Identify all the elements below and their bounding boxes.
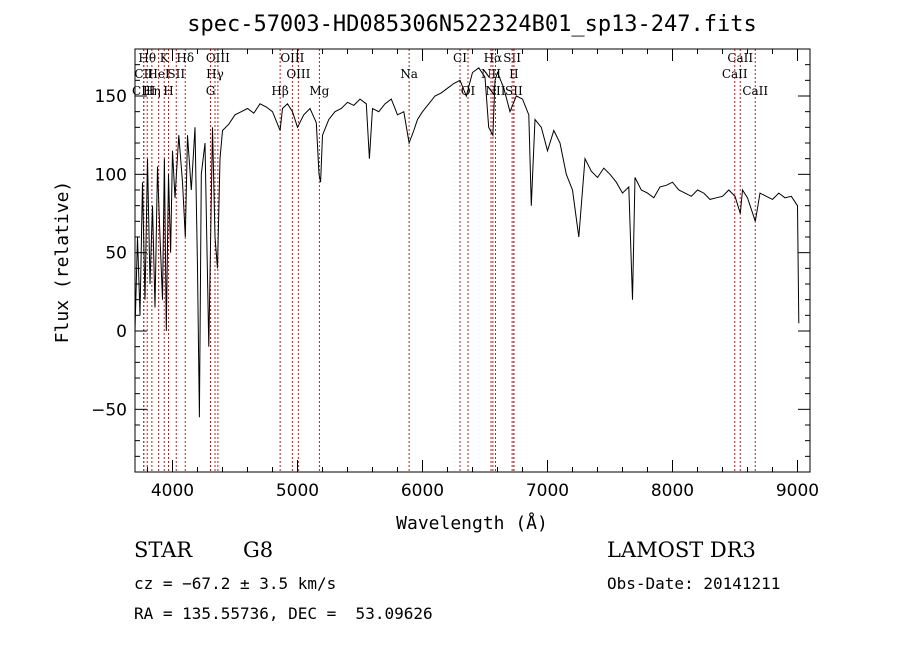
- y-tick-label: 50: [105, 244, 127, 264]
- line-marker-label: OIII: [286, 67, 310, 81]
- line-marker-label: SII: [503, 51, 521, 65]
- line-marker-label: CI: [453, 51, 467, 65]
- line-marker-label: K: [160, 51, 170, 65]
- redshift-cz: cz = −67.2 ± 3.5 km/s: [134, 574, 337, 593]
- line-marker-label: Hδ: [176, 51, 194, 65]
- object-subclass: G8: [243, 538, 274, 562]
- survey-name: LAMOST DR3: [607, 538, 756, 562]
- x-tick-label: 6000: [401, 481, 444, 501]
- object-class: STAR: [134, 538, 193, 562]
- line-marker-label: HeI: [147, 67, 170, 81]
- line-marker-label: Hβ: [271, 84, 288, 98]
- y-axis-label: Flux (relative): [52, 181, 73, 344]
- line-marker-label: CaII: [722, 67, 748, 81]
- plot-frame: [134, 48, 811, 473]
- line-marker-label: CaII: [742, 84, 768, 98]
- line-marker-label: Mg: [309, 84, 329, 98]
- x-axis-label: Wavelength (Å): [396, 512, 548, 534]
- line-marker-label: H: [163, 84, 173, 98]
- line-marker-label: Hη: [143, 84, 161, 98]
- y-tick-label: 150: [95, 87, 127, 107]
- x-tick-label: 8000: [651, 481, 694, 501]
- x-tick-label: 4000: [151, 481, 194, 501]
- y-tick-label: 100: [95, 165, 127, 185]
- line-marker-label: G: [206, 84, 216, 98]
- x-tick-label: 9000: [776, 481, 819, 501]
- x-tick-label: 7000: [526, 481, 569, 501]
- spectrum-line: [134, 67, 800, 418]
- x-tick-label: 5000: [276, 481, 319, 501]
- line-marker-label: SII: [167, 67, 185, 81]
- line-marker-label: Hγ: [206, 67, 224, 81]
- line-marker-label: Hα: [484, 51, 503, 65]
- observation-date: Obs-Date: 20141211: [607, 574, 781, 593]
- y-tick-label: −50: [91, 400, 127, 420]
- line-marker-label: OIII: [280, 51, 304, 65]
- line-marker-label: OIII: [206, 51, 230, 65]
- line-marker-label: CaII: [727, 51, 753, 65]
- line-marker-label: Na: [400, 67, 418, 81]
- chart-title: spec-57003-HD085306N522324B01_sp13-247.f…: [187, 12, 757, 37]
- line-marker-label: NII: [486, 84, 506, 98]
- ra-dec-coordinates: RA = 135.55736, DEC = 53.09626: [134, 604, 433, 623]
- line-marker-label: SII: [505, 84, 523, 98]
- line-marker-label: CIII: [132, 84, 156, 98]
- y-tick-label: 0: [116, 322, 127, 342]
- x-axis-ticks: 4000 5000 6000 7000 8000 9000: [147, 49, 819, 501]
